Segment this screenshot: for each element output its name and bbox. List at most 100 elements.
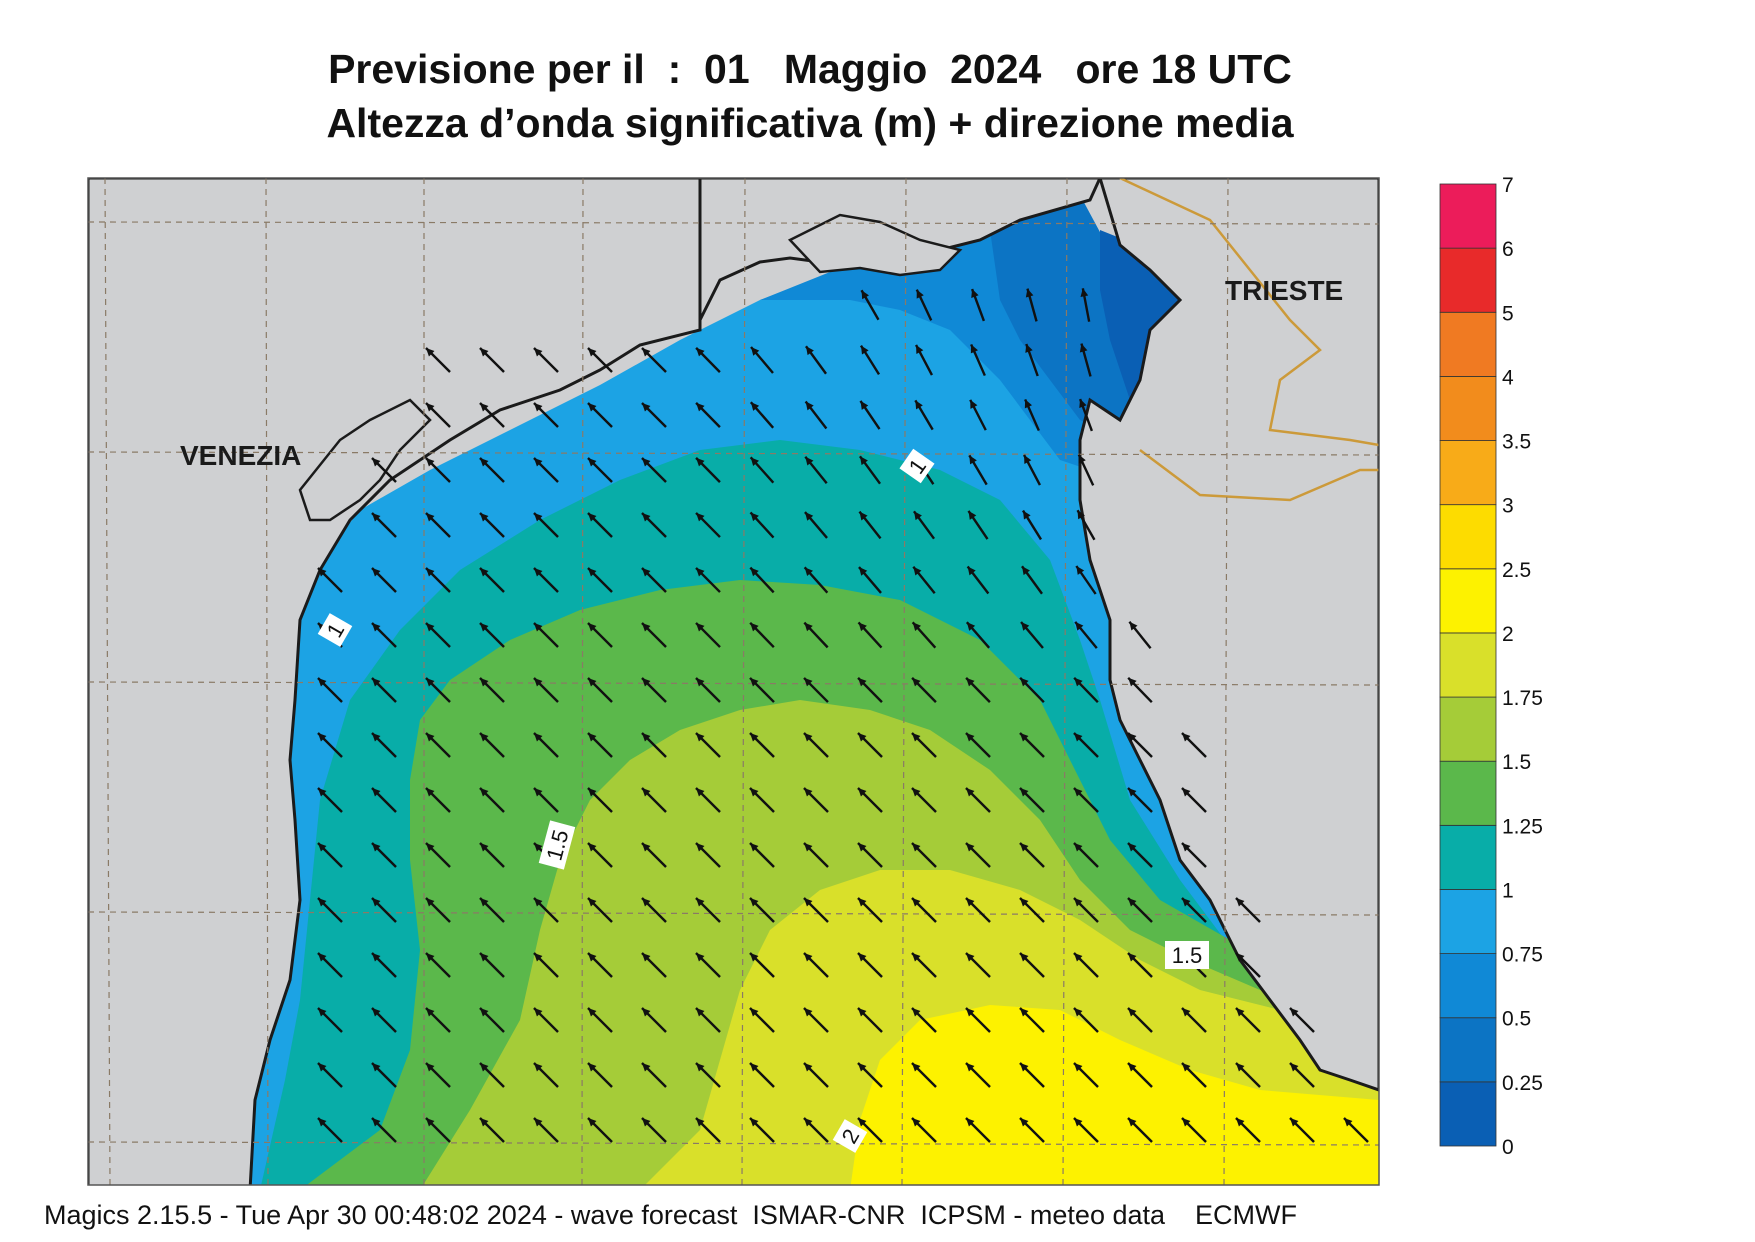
- wave-direction-arrowhead: [750, 677, 759, 687]
- colorbar-tick-label: 0.5: [1502, 1008, 1531, 1031]
- wave-direction-arrowhead: [804, 512, 814, 521]
- wave-direction-arrowhead: [1073, 952, 1083, 962]
- contour-label: 1.5: [538, 820, 576, 870]
- wave-direction-arrowhead: [696, 402, 705, 412]
- wave-direction-arrowhead: [479, 842, 489, 852]
- wave-direction-arrowhead: [1025, 343, 1033, 353]
- wave-direction-arrowhead: [749, 732, 759, 742]
- wave-direction-arrowhead: [805, 346, 814, 356]
- wave-direction-arrowhead: [533, 567, 543, 577]
- wave-direction-arrowhead: [911, 897, 921, 907]
- wave-direction-arrowhead: [317, 842, 327, 852]
- wave-direction-arrowhead: [965, 1117, 975, 1127]
- wave-direction-arrowhead: [425, 457, 435, 467]
- wave-direction-arrowhead: [317, 952, 327, 962]
- colorbar-swatch: [1439, 183, 1497, 249]
- wave-direction-arrowhead: [966, 677, 975, 687]
- wave-direction-arrowhead: [1127, 952, 1137, 962]
- wave-direction-arrowhead: [695, 1062, 705, 1072]
- wave-direction-arrowhead: [861, 290, 869, 300]
- wave-direction-arrowhead: [968, 510, 977, 520]
- wave-direction-arrowhead: [479, 1007, 489, 1017]
- wave-direction-arrowhead: [1019, 897, 1029, 907]
- wave-direction-arrowhead: [749, 842, 759, 852]
- wave-direction-arrowhead: [1078, 454, 1086, 464]
- wave-direction-arrowhead: [425, 567, 435, 577]
- wave-direction-arrowhead: [805, 456, 814, 466]
- wave-direction-arrowhead: [1076, 566, 1085, 575]
- wave-direction-arrowhead: [1127, 732, 1137, 742]
- wave-direction-arrowhead: [371, 512, 381, 522]
- wave-direction-arrowhead: [533, 347, 543, 357]
- wave-direction-arrowhead: [965, 1007, 975, 1017]
- svg-text:1.5: 1.5: [1172, 943, 1203, 968]
- wave-direction-arrowhead: [533, 1062, 543, 1072]
- wave-direction-arrowhead: [587, 897, 597, 907]
- wave-direction-arrowhead: [641, 787, 651, 797]
- wave-direction-arrowhead: [695, 787, 705, 797]
- wave-direction-arrowhead: [911, 1007, 921, 1017]
- wave-direction-arrowhead: [1021, 566, 1030, 576]
- wave-direction-arrowhead: [965, 842, 975, 852]
- wave-direction-arrowhead: [696, 347, 705, 357]
- wave-direction-arrowhead: [911, 787, 921, 797]
- wave-direction-arrowhead: [1073, 842, 1083, 852]
- wave-direction-arrowhead: [533, 402, 543, 412]
- wave-direction-arrowhead: [1127, 842, 1137, 852]
- wave-direction-arrowhead: [317, 677, 327, 687]
- wave-direction-arrowhead: [803, 842, 813, 852]
- map-frame: [87, 177, 1380, 1186]
- wave-direction-arrowhead: [803, 952, 813, 962]
- wave-direction-arrowhead: [371, 1062, 381, 1072]
- footer-credits: Magics 2.15.5 - Tue Apr 30 00:48:02 2024…: [44, 1200, 1297, 1230]
- wave-direction-arrowhead: [1343, 1117, 1353, 1127]
- wave-direction-arrowhead: [1127, 897, 1137, 907]
- map-area: 1 1 1.5 1.5 2 VENEZIA TRIESTE: [88, 178, 1379, 1185]
- wave-direction-arrowhead: [971, 289, 979, 299]
- wave-direction-arrowhead: [641, 842, 651, 852]
- colorbar-tick-label: 1.25: [1502, 815, 1543, 838]
- map-title-variable: Altezza d’onda significativa (m) + direz…: [326, 100, 1294, 146]
- colorbar-tick-label: 4: [1502, 366, 1514, 389]
- wave-direction-arrowhead: [857, 952, 867, 962]
- wave-direction-arrowhead: [587, 787, 597, 797]
- wave-direction-arrowhead: [915, 400, 923, 410]
- wave-direction-arrowhead: [1024, 454, 1032, 464]
- wave-direction-arrowhead: [1019, 1117, 1029, 1127]
- wave-direction-arrowhead: [749, 952, 759, 962]
- wave-direction-arrowhead: [966, 622, 976, 631]
- wave-direction-arrowhead: [913, 511, 922, 521]
- wave-direction-arrowhead: [1080, 288, 1089, 297]
- colorbar-tick-label: 1.5: [1502, 751, 1531, 774]
- wave-direction-arrowhead: [1235, 1117, 1245, 1127]
- wave-direction-arrowhead: [916, 289, 924, 299]
- colorbar-tick-label: 1.75: [1502, 687, 1543, 710]
- wave-direction-arrowhead: [803, 897, 813, 907]
- colorbar-tick-label: 2.5: [1502, 559, 1531, 582]
- wave-direction-arrowhead: [1181, 787, 1191, 797]
- wave-direction-arrowhead: [533, 457, 543, 467]
- wave-direction-arrowhead: [1024, 399, 1033, 409]
- venice-lagoon: [298, 398, 432, 522]
- contour-label: 2: [832, 1119, 868, 1153]
- wave-direction-arrowhead: [641, 897, 651, 907]
- wave-direction-arrowhead: [695, 842, 705, 852]
- wave-direction-arrowhead: [965, 787, 975, 797]
- wave-direction-arrowhead: [804, 622, 813, 632]
- wave-direction-arrowhead: [425, 1007, 435, 1017]
- colorbar-swatch: [1439, 824, 1497, 890]
- wave-direction-arrowhead: [860, 345, 869, 355]
- wave-direction-arrowhead: [857, 787, 867, 797]
- wave-direction-arrowhead: [857, 732, 867, 742]
- wave-direction-arrowhead: [860, 400, 869, 410]
- wave-direction-arrowhead: [425, 347, 435, 357]
- wave-direction-arrowhead: [749, 1117, 759, 1127]
- wave-direction-arrowhead: [695, 732, 705, 742]
- colorbar: 0 0.25 0.5 0.75 1 1.25 1.5 1.75 2 2.5 3 3.5 4 5 6 7: [1439, 174, 1543, 1159]
- wave-direction-arrowhead: [965, 732, 975, 742]
- colorbar-tick-label: 0.25: [1502, 1072, 1543, 1095]
- wave-direction-arrowhead: [479, 677, 489, 687]
- wave-direction-arrowhead: [1181, 897, 1191, 907]
- wave-direction-arrowhead: [479, 402, 489, 412]
- wave-direction-arrowhead: [533, 732, 543, 742]
